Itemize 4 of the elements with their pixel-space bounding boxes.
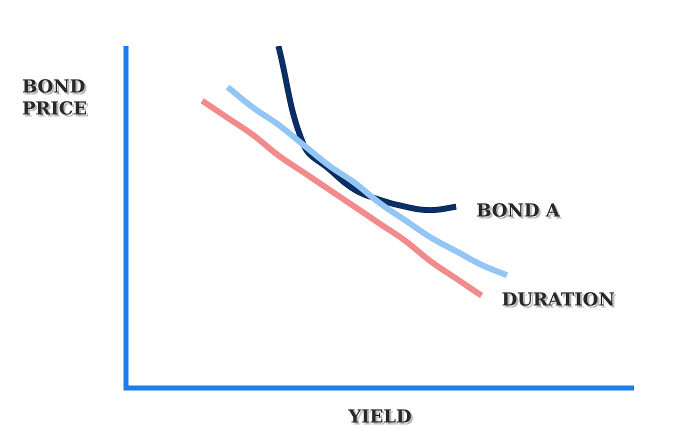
y-axis-title: BOND PRICE — [22, 76, 89, 122]
x-axis-title: YIELD — [347, 406, 412, 428]
series-label: BOND A — [476, 200, 561, 222]
series-label: DURATION — [502, 289, 615, 310]
